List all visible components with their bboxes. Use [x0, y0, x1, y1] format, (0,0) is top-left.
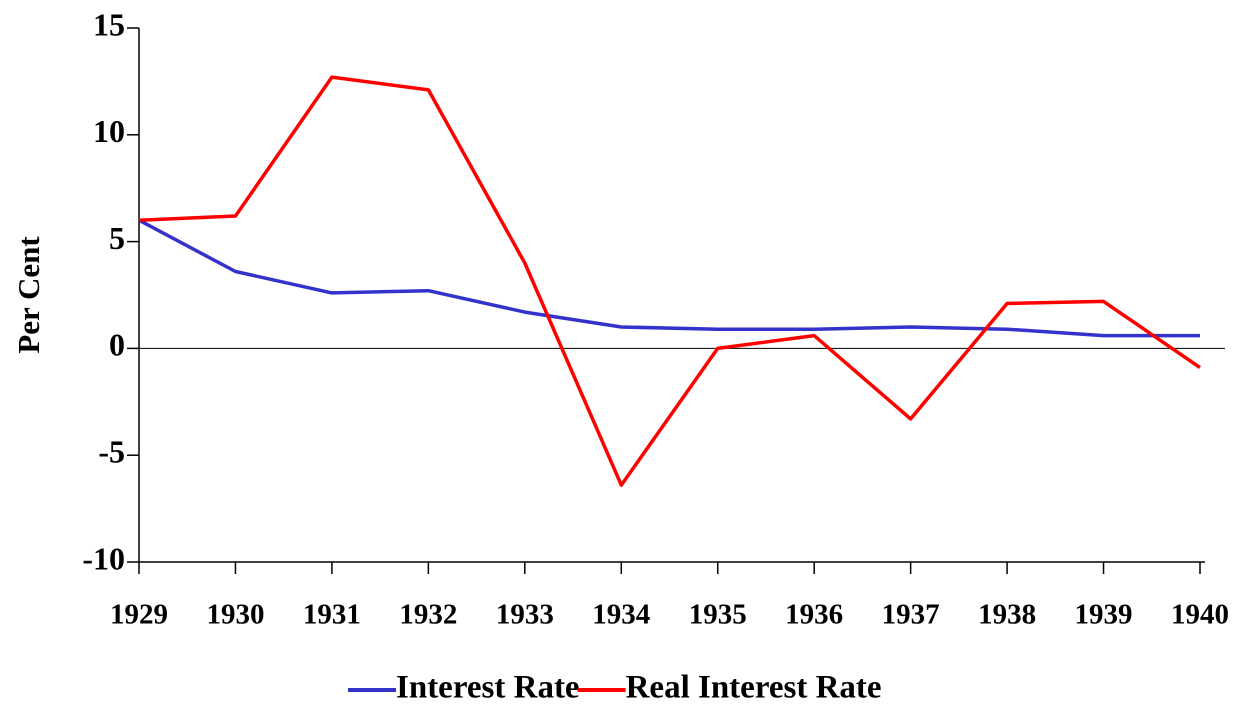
legend-label: Real Interest Rate: [626, 670, 882, 706]
series-line: [138, 75, 1201, 487]
x-tick-label: 1939: [1075, 599, 1133, 631]
x-tick-label: 1930: [206, 599, 264, 631]
y-tick-label: 15: [93, 6, 125, 42]
x-tick-label: 1937: [882, 599, 940, 631]
y-tick-label: 10: [93, 113, 125, 149]
x-tick-label: 1932: [399, 599, 457, 631]
y-tick-label: -5: [98, 434, 125, 470]
x-tick-label: 1940: [1171, 599, 1229, 631]
legend-label: Interest Rate: [396, 670, 580, 706]
y-tick-label: 0: [109, 327, 125, 363]
x-tick-label: 1929: [110, 599, 168, 631]
x-tick-label: 1935: [689, 599, 747, 631]
x-tick-label: 1934: [592, 599, 650, 631]
y-tick-label: 5: [109, 220, 125, 256]
x-tick-label: 1931: [303, 599, 361, 631]
y-tick-label: -10: [82, 540, 125, 576]
y-axis-label: Per Cent: [11, 236, 46, 354]
x-tick-label: 1936: [785, 599, 843, 631]
x-tick-label: 1938: [978, 599, 1036, 631]
x-tick-label: 1933: [496, 599, 554, 631]
series-line: [138, 218, 1200, 338]
